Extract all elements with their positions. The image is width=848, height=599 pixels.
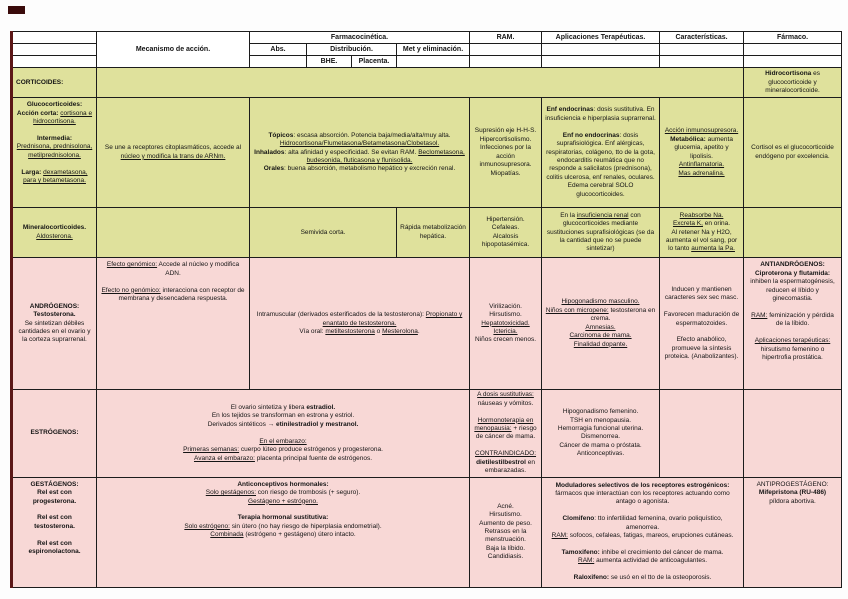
header-empty-label2: [11, 43, 97, 57]
cell-mineralocorticoides-farmaco: [743, 207, 843, 259]
cell-gestagenos-label: GESTÁGENOS: Rel est con progesterona. Rel …: [11, 476, 97, 588]
header-empty-apl3: [541, 55, 661, 69]
cell-glucocorticoides-farmaco: Cortisol es el glucocorticoide endógeno …: [743, 97, 843, 209]
cell-androgenos-caracteristicas: Inducen y mantienen caracteres sex sec m…: [659, 257, 745, 391]
header-empty-far2: [743, 43, 843, 57]
cell-mineralocorticoides-metabolismo: Rápida metabolización hepática.: [395, 207, 471, 259]
row-estrogenos: ESTRÓGENOS: El ovario sintetiza y libera…: [11, 389, 843, 478]
header-empty-ram3: [469, 55, 543, 69]
row-glucocorticoides: Glucocorticoides: Acción corta: cortisona…: [11, 97, 843, 209]
cell-gestagenos-mecanismo: Anticonceptivos hormonales: Solo gestágen…: [95, 476, 471, 588]
cell-glucocorticoides-mecanismo: Se une a receptores citoplasmáticos, acc…: [96, 97, 250, 209]
header-bhe: BHE.: [306, 55, 352, 69]
header-row-3: BHE. Placenta.: [11, 55, 843, 69]
cell-mineralocorticoides-absorcion: Semivida corta.: [249, 207, 397, 259]
header-empty-abs3: [249, 55, 307, 69]
page-corner-mark: [8, 6, 25, 14]
cell-androgenos-farmacocinetica: Intramuscular (derivados esterificados d…: [248, 257, 471, 391]
header-aplicaciones: Aplicaciones Terapéuticas.: [541, 30, 661, 45]
header-empty-apl2: [541, 43, 661, 57]
header-ram: RAM.: [469, 30, 543, 45]
cell-mineralocorticoides-caracteristicas: Reabsorbe Na. Excreta K, en orina. Al rete…: [659, 207, 745, 259]
cell-estrogenos-mecanismo: El ovario sintetiza y libera estradiol. E…: [95, 389, 471, 478]
cell-mineralocorticoides-mecanismo: [96, 207, 250, 259]
cell-androgenos-mecanismo: Efecto genómico: Accede al núcleo y modi…: [96, 257, 250, 391]
cell-estrogenos-farmaco: [743, 389, 843, 478]
header-empty-ram2: [469, 43, 543, 57]
header-empty-label: [11, 30, 97, 45]
cell-glucocorticoides-farmacocinetica: Tópicos: escasa absorción. Potencia baja…: [248, 97, 471, 209]
header-farmacocinetica: Farmacocinética.: [248, 30, 471, 45]
header-row-1: Mecanismo de acción. Farmacocinética. RA…: [11, 30, 843, 69]
cell-glucocorticoides-aplicaciones: Enf endocrinas: dosis sustitutiva. En in…: [541, 97, 661, 209]
header-row-2: Abs. Distribución. Met y eliminación.: [11, 43, 843, 57]
cell-mineralocorticoides-label: Mineralocorticoides. Aldosterona.: [11, 207, 97, 259]
cell-estrogenos-caracteristicas: [659, 389, 745, 478]
header-empty-met3: [395, 55, 471, 69]
header-distribucion: Distribución.: [306, 43, 397, 57]
header-abs: Abs.: [249, 43, 307, 57]
cell-corticoides-farmaco: Hidrocortisona es glucocorticoide y mine…: [743, 67, 843, 99]
cell-glucocorticoides-label: Glucocorticoides: Acción corta: cortisona…: [11, 97, 97, 209]
header-placenta: Placenta.: [351, 55, 397, 69]
header-caracteristicas: Características.: [659, 30, 745, 45]
cell-androgenos-farmaco: ANTIANDRÓGENOS: Ciproterona y flutamida: …: [743, 257, 843, 391]
cell-mineralocorticoides-aplicaciones: En la insuficiencia renal con glucocorti…: [541, 207, 661, 259]
header-met: Met y eliminación.: [395, 43, 471, 57]
header-empty-car3: [659, 55, 745, 69]
row-gestagenos: GESTÁGENOS: Rel est con progesterona. Rel …: [11, 476, 843, 588]
cell-gestagenos-aplicaciones: Moduladores selectivos de los receptores…: [541, 476, 745, 588]
row-androgenos: ANDRÓGENOS: Testosterona. Se sintetizan dé…: [11, 257, 843, 391]
header-mecanismo: Mecanismo de acción.: [96, 30, 250, 69]
row-mineralocorticoides: Mineralocorticoides. Aldosterona. Semivid…: [11, 207, 843, 259]
cell-gestagenos-farmaco: ANTIPROGESTÁGENO: Mifepristona (RU-486) pí…: [743, 476, 843, 588]
cell-corticoides-label: CORTICOIDES:: [11, 67, 97, 99]
cell-corticoides-middle: [95, 67, 745, 99]
cell-glucocorticoides-ram: Supresión eje H-H-S. Hipercortisolismo. In…: [469, 97, 543, 209]
header-empty-label3: [11, 55, 97, 69]
cell-estrogenos-aplicaciones: Hipogonadismo femenino. TSH en menopausia…: [541, 389, 661, 478]
cell-estrogenos-label: ESTRÓGENOS:: [11, 389, 97, 478]
header-empty-far3: [743, 55, 843, 69]
table-header: Mecanismo de acción. Farmacocinética. RA…: [11, 30, 843, 69]
row-corticoides: CORTICOIDES: Hidrocortisona es glucocort…: [11, 67, 843, 99]
cell-androgenos-label: ANDRÓGENOS: Testosterona. Se sintetizan dé…: [11, 257, 97, 391]
header-farmaco: Fármaco.: [743, 30, 843, 45]
pharmacology-summary-table: Mecanismo de acción. Farmacocinética. RA…: [10, 30, 843, 588]
header-empty-car2: [659, 43, 745, 57]
cell-androgenos-aplicaciones: Hipogonadismo masculino. Niños con microp…: [541, 257, 661, 391]
cell-glucocorticoides-caracteristicas: Acción inmunosupresora. Metabólica: aumen…: [659, 97, 745, 209]
cell-gestagenos-ram: Acné. Hirsutismo. Aumento de peso. Retrasos…: [469, 476, 543, 588]
cell-mineralocorticoides-ram: Hipertensión. Cefaleas. Alcalosis hipopota…: [469, 207, 543, 259]
cell-estrogenos-ram: A dosis sustitutivas: náuseas y vómitos.…: [469, 389, 543, 478]
cell-androgenos-ram: Virilización. Hirsutismo. Hepatotoxicidad.…: [469, 257, 543, 391]
